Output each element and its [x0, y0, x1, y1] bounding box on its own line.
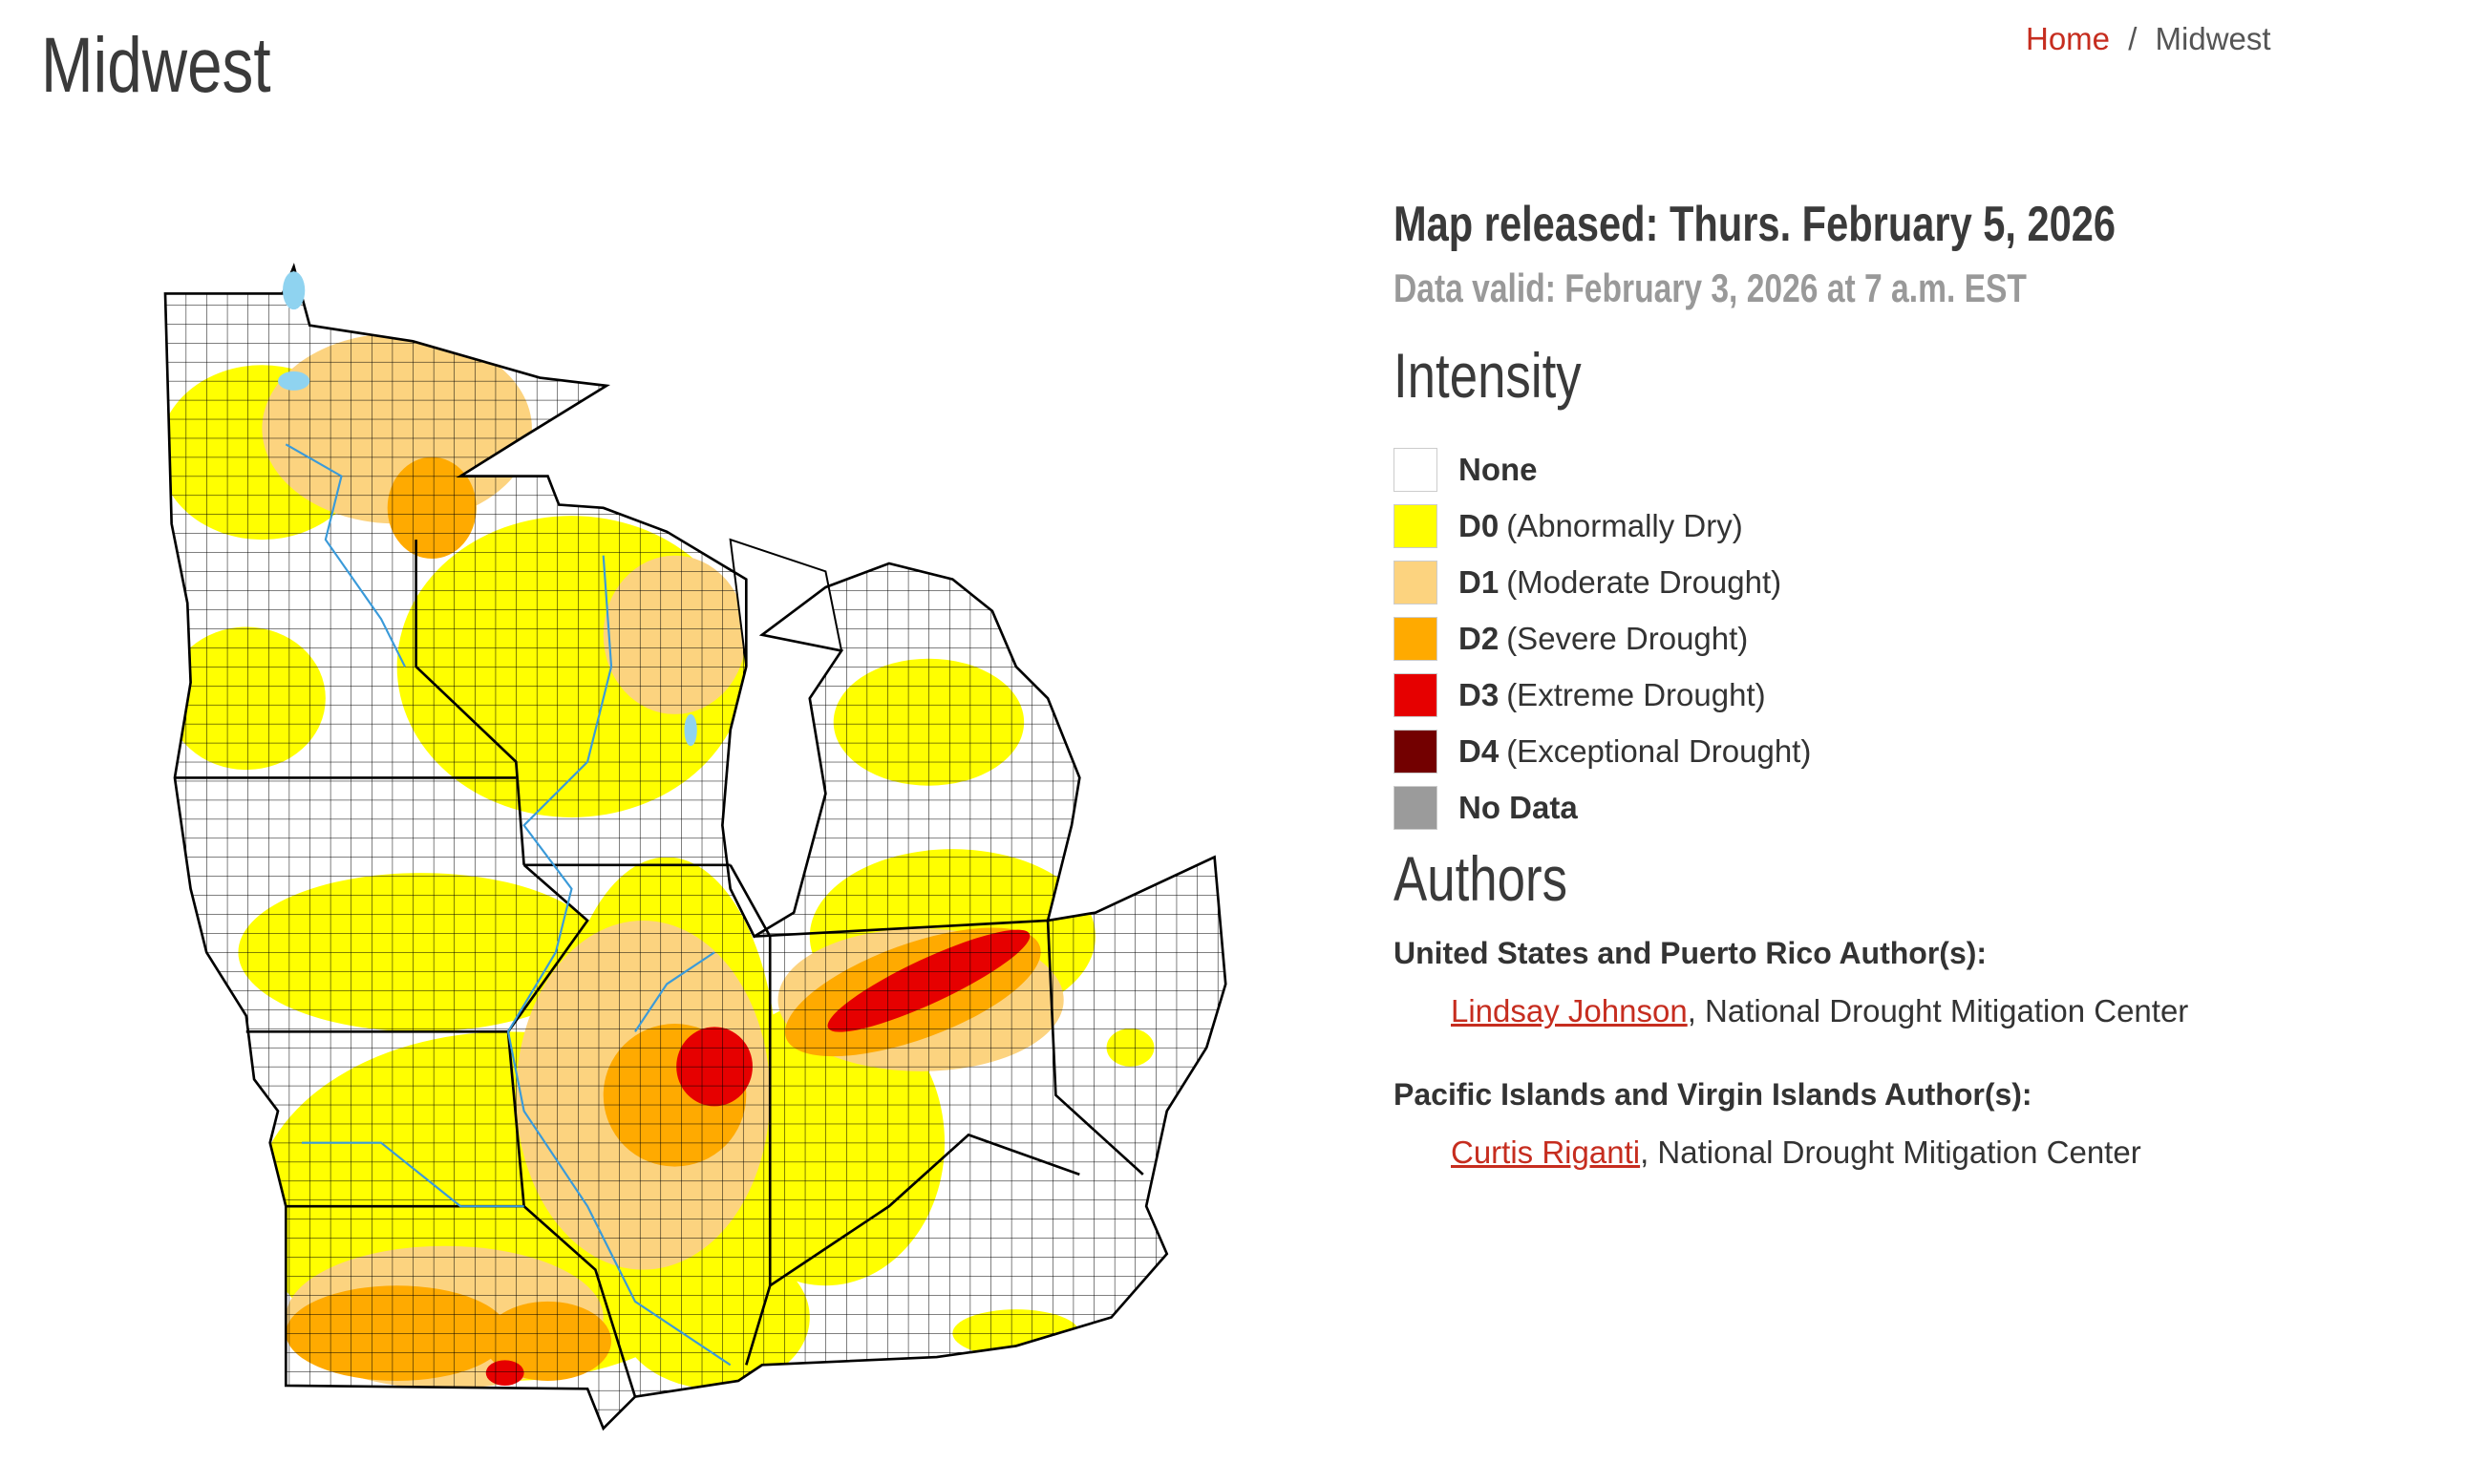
- author-line: Lindsay Johnson, National Drought Mitiga…: [1451, 993, 2188, 1029]
- legend-swatch: [1393, 561, 1437, 604]
- author-heading: United States and Puerto Rico Author(s):: [1393, 936, 1988, 970]
- legend-item: D3 (Extreme Drought): [1393, 673, 1766, 717]
- authors-heading: Authors: [1393, 843, 1567, 914]
- legend-item: D0 (Abnormally Dry): [1393, 504, 1743, 548]
- breadcrumb-current: Midwest: [2155, 21, 2271, 56]
- legend-swatch: [1393, 673, 1437, 717]
- legend-swatch: [1393, 448, 1437, 492]
- legend-label: No Data: [1458, 790, 1578, 825]
- map-released: Map released: Thurs. February 5, 2026: [1393, 197, 2117, 252]
- intensity-heading: Intensity: [1393, 340, 1582, 411]
- breadcrumb-separator: /: [2128, 21, 2138, 56]
- author-line: Curtis Riganti, National Drought Mitigat…: [1451, 1134, 2141, 1171]
- drought-areas: [164, 266, 1226, 1429]
- drought-map: [163, 265, 1227, 1431]
- data-valid: Data valid: February 3, 2026 at 7 a.m. E…: [1393, 265, 2027, 310]
- author-affiliation: , National Drought Mitigation Center: [1640, 1134, 2141, 1170]
- author-affiliation: , National Drought Mitigation Center: [1687, 993, 2189, 1028]
- legend-code: D2: [1458, 621, 1500, 656]
- page-title: Midwest: [41, 22, 271, 109]
- legend-code: D1: [1458, 564, 1500, 600]
- legend-item: D4 (Exceptional Drought): [1393, 730, 1811, 774]
- legend-item: No Data: [1393, 786, 1578, 830]
- legend-label: None: [1458, 452, 1538, 487]
- legend-swatch: [1393, 786, 1437, 830]
- legend-description: (Moderate Drought): [1506, 564, 1782, 600]
- rivers: [285, 443, 732, 1367]
- legend-description: (Exceptional Drought): [1506, 733, 1812, 769]
- home-link[interactable]: Home: [2026, 21, 2111, 56]
- legend-description: (Extreme Drought): [1506, 677, 1766, 712]
- legend-swatch: [1393, 730, 1437, 774]
- legend-item: None: [1393, 448, 1538, 492]
- lakes: [278, 271, 697, 747]
- legend-description: (Abnormally Dry): [1506, 508, 1743, 543]
- legend-swatch: [1393, 504, 1437, 548]
- author-link[interactable]: Lindsay Johnson: [1451, 993, 1688, 1028]
- author-link[interactable]: Curtis Riganti: [1451, 1134, 1641, 1170]
- state-lines: [174, 540, 1144, 1397]
- legend-item: D1 (Moderate Drought): [1393, 561, 1781, 604]
- legend-description: (Severe Drought): [1506, 621, 1749, 656]
- legend-code: D4: [1458, 733, 1500, 769]
- legend-swatch: [1393, 617, 1437, 661]
- breadcrumb: Home / Midwest: [2026, 21, 2271, 57]
- legend-code: D0: [1458, 508, 1500, 543]
- author-heading: Pacific Islands and Virgin Islands Autho…: [1393, 1077, 2032, 1112]
- legend-item: D2 (Severe Drought): [1393, 617, 1748, 661]
- legend-code: D3: [1458, 677, 1500, 712]
